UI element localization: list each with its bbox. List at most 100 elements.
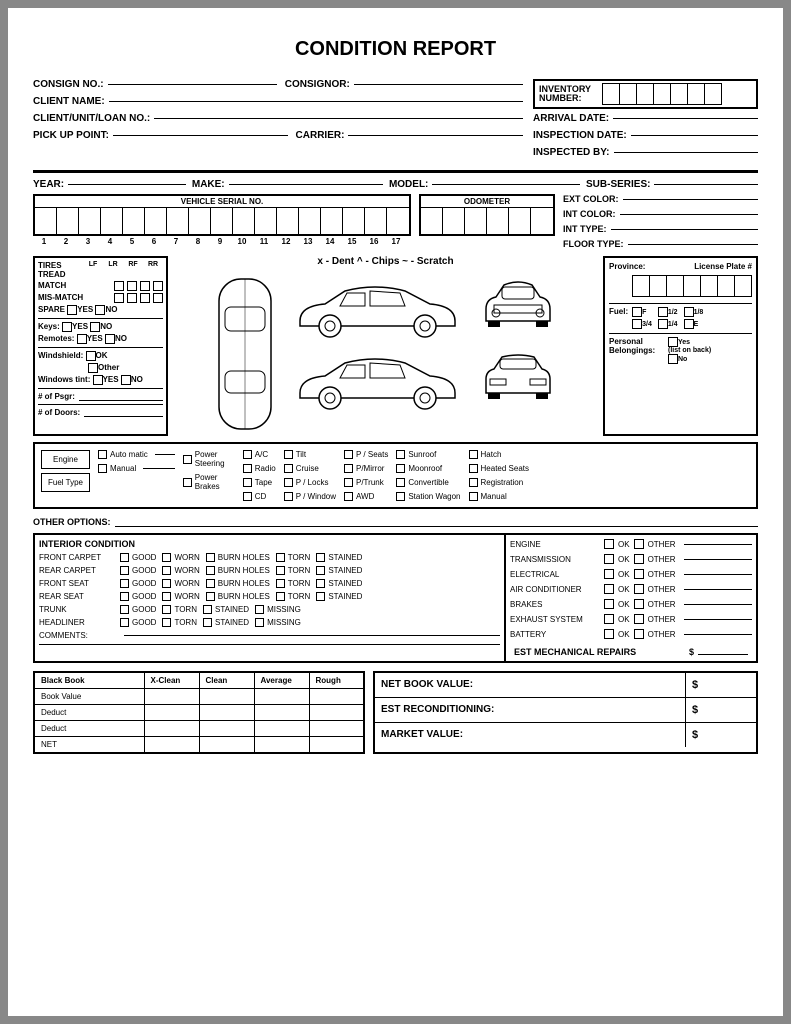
interior-checkbox[interactable] xyxy=(120,579,129,588)
client-unit-input[interactable] xyxy=(154,118,523,119)
interior-checkbox[interactable] xyxy=(206,566,215,575)
mech-ok-cb[interactable] xyxy=(604,599,614,609)
interior-checkbox[interactable] xyxy=(203,618,212,627)
net-book-amount[interactable]: $ xyxy=(686,673,756,697)
fuel-e[interactable] xyxy=(684,319,694,329)
inspected-by-input[interactable] xyxy=(614,152,759,153)
option-checkbox[interactable] xyxy=(396,478,405,487)
interior-checkbox[interactable] xyxy=(276,592,285,601)
interior-checkbox[interactable] xyxy=(162,566,171,575)
fuel-type-box[interactable]: Fuel Type xyxy=(41,473,90,492)
interior-checkbox[interactable] xyxy=(276,566,285,575)
mech-other-cb[interactable] xyxy=(634,569,644,579)
option-checkbox[interactable] xyxy=(284,492,293,501)
odometer-cells[interactable] xyxy=(421,208,553,234)
interior-checkbox[interactable] xyxy=(276,579,285,588)
keys-no[interactable] xyxy=(90,322,100,332)
match-lr[interactable] xyxy=(127,281,137,291)
psgr-input[interactable] xyxy=(79,392,163,401)
interior-checkbox[interactable] xyxy=(162,592,171,601)
fuel-34[interactable] xyxy=(632,319,642,329)
mech-ok-cb[interactable] xyxy=(604,539,614,549)
arrival-input[interactable] xyxy=(613,118,758,119)
mech-other-input[interactable] xyxy=(684,634,752,635)
ps-cb[interactable] xyxy=(183,455,192,464)
comments-input[interactable] xyxy=(124,635,500,636)
pickup-input[interactable] xyxy=(113,135,288,136)
mech-other-cb[interactable] xyxy=(634,614,644,624)
option-checkbox[interactable] xyxy=(284,478,293,487)
mech-other-input[interactable] xyxy=(684,589,752,590)
other-options-input[interactable] xyxy=(115,517,758,527)
manual-cb[interactable] xyxy=(98,464,107,473)
mech-other-input[interactable] xyxy=(684,574,752,575)
engine-box[interactable]: Engine xyxy=(41,450,90,469)
make-input[interactable] xyxy=(229,184,383,185)
windshield-other[interactable] xyxy=(88,363,98,373)
interior-checkbox[interactable] xyxy=(120,553,129,562)
option-checkbox[interactable] xyxy=(344,450,353,459)
tint-no[interactable] xyxy=(121,375,131,385)
interior-checkbox[interactable] xyxy=(162,618,171,627)
option-checkbox[interactable] xyxy=(469,492,478,501)
mech-ok-cb[interactable] xyxy=(604,554,614,564)
mismatch-lf[interactable] xyxy=(114,293,124,303)
fuel-18[interactable] xyxy=(684,307,694,317)
fuel-14[interactable] xyxy=(658,319,668,329)
consignor-input[interactable] xyxy=(354,84,523,85)
fuel-12[interactable] xyxy=(658,307,668,317)
spare-no[interactable] xyxy=(95,305,105,315)
match-rr[interactable] xyxy=(153,281,163,291)
mech-other-input[interactable] xyxy=(684,559,752,560)
option-checkbox[interactable] xyxy=(284,450,293,459)
keys-yes[interactable] xyxy=(62,322,72,332)
interior-checkbox[interactable] xyxy=(316,553,325,562)
inspection-input[interactable] xyxy=(631,135,758,136)
ext-color-input[interactable] xyxy=(623,199,759,200)
serial-cells[interactable] xyxy=(35,208,409,234)
recon-amount[interactable]: $ xyxy=(686,698,756,722)
pb-cb[interactable] xyxy=(183,478,192,487)
interior-checkbox[interactable] xyxy=(162,579,171,588)
int-type-input[interactable] xyxy=(611,229,758,230)
interior-checkbox[interactable] xyxy=(316,592,325,601)
interior-checkbox[interactable] xyxy=(255,605,264,614)
option-checkbox[interactable] xyxy=(243,450,252,459)
interior-checkbox[interactable] xyxy=(255,618,264,627)
interior-checkbox[interactable] xyxy=(206,592,215,601)
inventory-cells[interactable] xyxy=(603,83,722,105)
interior-checkbox[interactable] xyxy=(206,553,215,562)
mech-ok-cb[interactable] xyxy=(604,569,614,579)
doors-input[interactable] xyxy=(84,408,163,417)
option-checkbox[interactable] xyxy=(396,464,405,473)
option-checkbox[interactable] xyxy=(344,492,353,501)
belongings-yes[interactable] xyxy=(668,337,678,347)
option-checkbox[interactable] xyxy=(284,464,293,473)
int-color-input[interactable] xyxy=(620,214,759,215)
interior-checkbox[interactable] xyxy=(203,605,212,614)
remotes-yes[interactable] xyxy=(77,334,87,344)
interior-checkbox[interactable] xyxy=(162,553,171,562)
interior-checkbox[interactable] xyxy=(120,618,129,627)
mech-ok-cb[interactable] xyxy=(604,584,614,594)
interior-checkbox[interactable] xyxy=(120,566,129,575)
model-input[interactable] xyxy=(432,184,580,185)
mech-other-cb[interactable] xyxy=(634,599,644,609)
interior-checkbox[interactable] xyxy=(316,566,325,575)
option-checkbox[interactable] xyxy=(243,478,252,487)
mech-other-cb[interactable] xyxy=(634,539,644,549)
subseries-input[interactable] xyxy=(654,184,758,185)
auto-cb[interactable] xyxy=(98,450,107,459)
client-name-input[interactable] xyxy=(109,101,523,102)
interior-checkbox[interactable] xyxy=(162,605,171,614)
mech-other-cb[interactable] xyxy=(634,554,644,564)
remotes-no[interactable] xyxy=(105,334,115,344)
option-checkbox[interactable] xyxy=(469,450,478,459)
interior-checkbox[interactable] xyxy=(120,605,129,614)
option-checkbox[interactable] xyxy=(243,464,252,473)
interior-checkbox[interactable] xyxy=(276,553,285,562)
carrier-input[interactable] xyxy=(348,135,523,136)
market-amount[interactable]: $ xyxy=(686,723,756,747)
option-checkbox[interactable] xyxy=(469,464,478,473)
belongings-no[interactable] xyxy=(668,354,678,364)
